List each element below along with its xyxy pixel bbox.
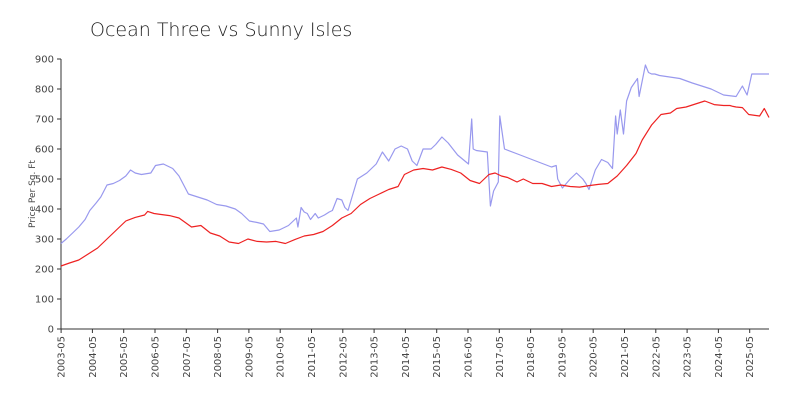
series-line-ocean-three <box>60 64 769 244</box>
axes-frame <box>60 59 769 330</box>
y-tick-label: 800 <box>35 85 54 96</box>
y-tick-label: 600 <box>35 145 54 156</box>
x-tick-label: 2015-05 <box>432 336 443 378</box>
x-tick-label: 2013-05 <box>370 336 381 378</box>
y-tick-label: 100 <box>35 295 54 306</box>
y-axis: 0 100 200 300 400 500 600 700 800 900 <box>35 55 61 336</box>
x-tick-label: 2003-05 <box>57 336 68 378</box>
y-tick-label: 900 <box>35 55 54 66</box>
x-tick-label: 2018-05 <box>526 336 537 378</box>
y-tick-label: 0 <box>48 325 54 336</box>
chart-title: Ocean Three vs Sunny Isles <box>90 19 352 41</box>
y-tick-label: 400 <box>35 205 54 216</box>
y-tick-label: 500 <box>35 175 54 186</box>
x-tick-label: 2005-05 <box>119 336 130 378</box>
x-tick-label: 2011-05 <box>307 336 318 378</box>
x-tick-label: 2009-05 <box>244 336 255 378</box>
x-tick-label: 2014-05 <box>401 336 412 378</box>
x-tick-label: 2021-05 <box>620 336 631 378</box>
x-tick-label: 2012-05 <box>338 336 349 378</box>
x-tick-label: 2024-05 <box>714 336 725 378</box>
x-tick-label: 2019-05 <box>557 336 568 378</box>
series-line-sunny-isles <box>60 100 770 267</box>
x-tick-label: 2017-05 <box>495 336 506 378</box>
x-tick-label: 2022-05 <box>651 336 662 378</box>
x-tick-label: 2020-05 <box>589 336 600 378</box>
y-tick-label: 300 <box>35 235 54 246</box>
y-tick-label: 200 <box>35 265 54 276</box>
y-axis-label: Price Per Sq. Ft <box>28 160 38 228</box>
x-tick-label: 2006-05 <box>151 336 162 378</box>
y-tick-label: 700 <box>35 115 54 126</box>
x-tick-label: 2010-05 <box>276 336 287 378</box>
x-tick-label: 2025-05 <box>745 336 756 378</box>
x-tick-label: 2023-05 <box>683 336 694 378</box>
x-tick-label: 2007-05 <box>182 336 193 378</box>
series-layer <box>60 64 770 267</box>
x-tick-label: 2008-05 <box>213 336 224 378</box>
x-axis: 2003-05 2004-05 2005-05 2006-05 2007-05 2008-… <box>57 329 756 378</box>
x-tick-label: 2016-05 <box>464 336 475 378</box>
x-tick-label: 2004-05 <box>88 336 99 378</box>
